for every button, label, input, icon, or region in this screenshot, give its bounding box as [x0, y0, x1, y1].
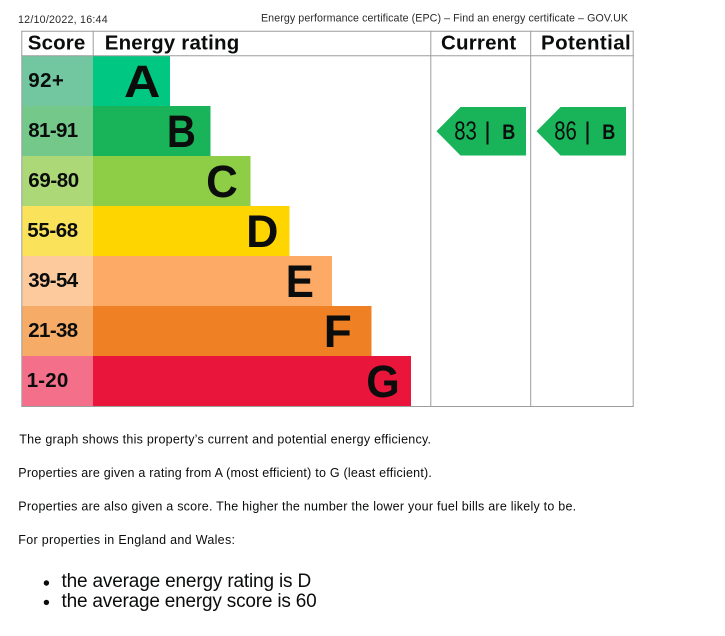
- svg-text:|: |: [484, 118, 491, 146]
- svg-text:G: G: [366, 356, 399, 407]
- svg-text:21-38: 21-38: [28, 319, 78, 342]
- svg-text:86: 86: [554, 117, 577, 145]
- svg-text:C: C: [206, 156, 238, 207]
- svg-text:Potential: Potential: [541, 32, 631, 55]
- svg-text:B: B: [602, 120, 615, 144]
- svg-text:55-68: 55-68: [27, 219, 78, 242]
- svg-text:1-20: 1-20: [27, 369, 69, 392]
- svg-text:92+: 92+: [28, 69, 64, 92]
- svg-text:B: B: [502, 120, 515, 144]
- svg-text:A: A: [124, 56, 160, 107]
- svg-text:Properties are also given a sc: Properties are also given a score. The h…: [18, 499, 576, 513]
- svg-text:D: D: [246, 206, 278, 257]
- svg-text:B: B: [167, 106, 196, 157]
- svg-text:12/10/2022, 16:44: 12/10/2022, 16:44: [18, 14, 108, 26]
- svg-text:The graph shows this property’: The graph shows this property’s current …: [19, 432, 431, 446]
- svg-text:Score: Score: [28, 32, 85, 55]
- svg-text:Properties are given a rating: Properties are given a rating from A (mo…: [18, 466, 432, 480]
- svg-text:the average energy rating is D: the average energy rating is D: [62, 571, 312, 592]
- svg-text:39-54: 39-54: [28, 269, 78, 292]
- svg-text:Energy rating: Energy rating: [105, 32, 240, 55]
- svg-text:81-91: 81-91: [28, 119, 78, 142]
- svg-text:E: E: [286, 256, 314, 307]
- svg-text:the average energy score is 60: the average energy score is 60: [62, 591, 317, 612]
- svg-text:69-80: 69-80: [28, 169, 79, 192]
- svg-text:F: F: [324, 306, 352, 357]
- svg-text:For properties in England and: For properties in England and Wales:: [18, 533, 235, 547]
- svg-text:83: 83: [454, 117, 477, 145]
- svg-text:Current: Current: [441, 32, 516, 55]
- svg-text:Energy performance certificate: Energy performance certificate (EPC) – F…: [261, 13, 628, 25]
- svg-text:|: |: [584, 118, 591, 146]
